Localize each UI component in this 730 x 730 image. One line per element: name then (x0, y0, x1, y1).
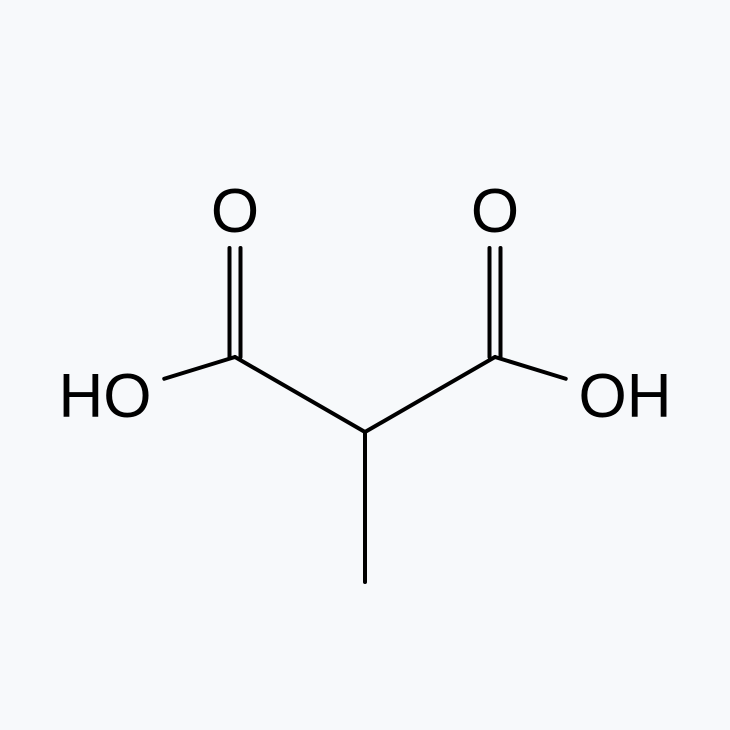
atom-label-OH_right: OH (579, 366, 672, 428)
bond-line (365, 357, 495, 432)
bond-line (164, 357, 235, 379)
atom-label-O_top_right: O (471, 181, 519, 243)
bond-line (495, 357, 566, 379)
atom-label-HO_left: HO (59, 366, 152, 428)
chemical-structure-canvas: O O HO OH (0, 0, 730, 730)
bond-line (235, 357, 365, 432)
atom-label-O_top_left: O (211, 181, 259, 243)
